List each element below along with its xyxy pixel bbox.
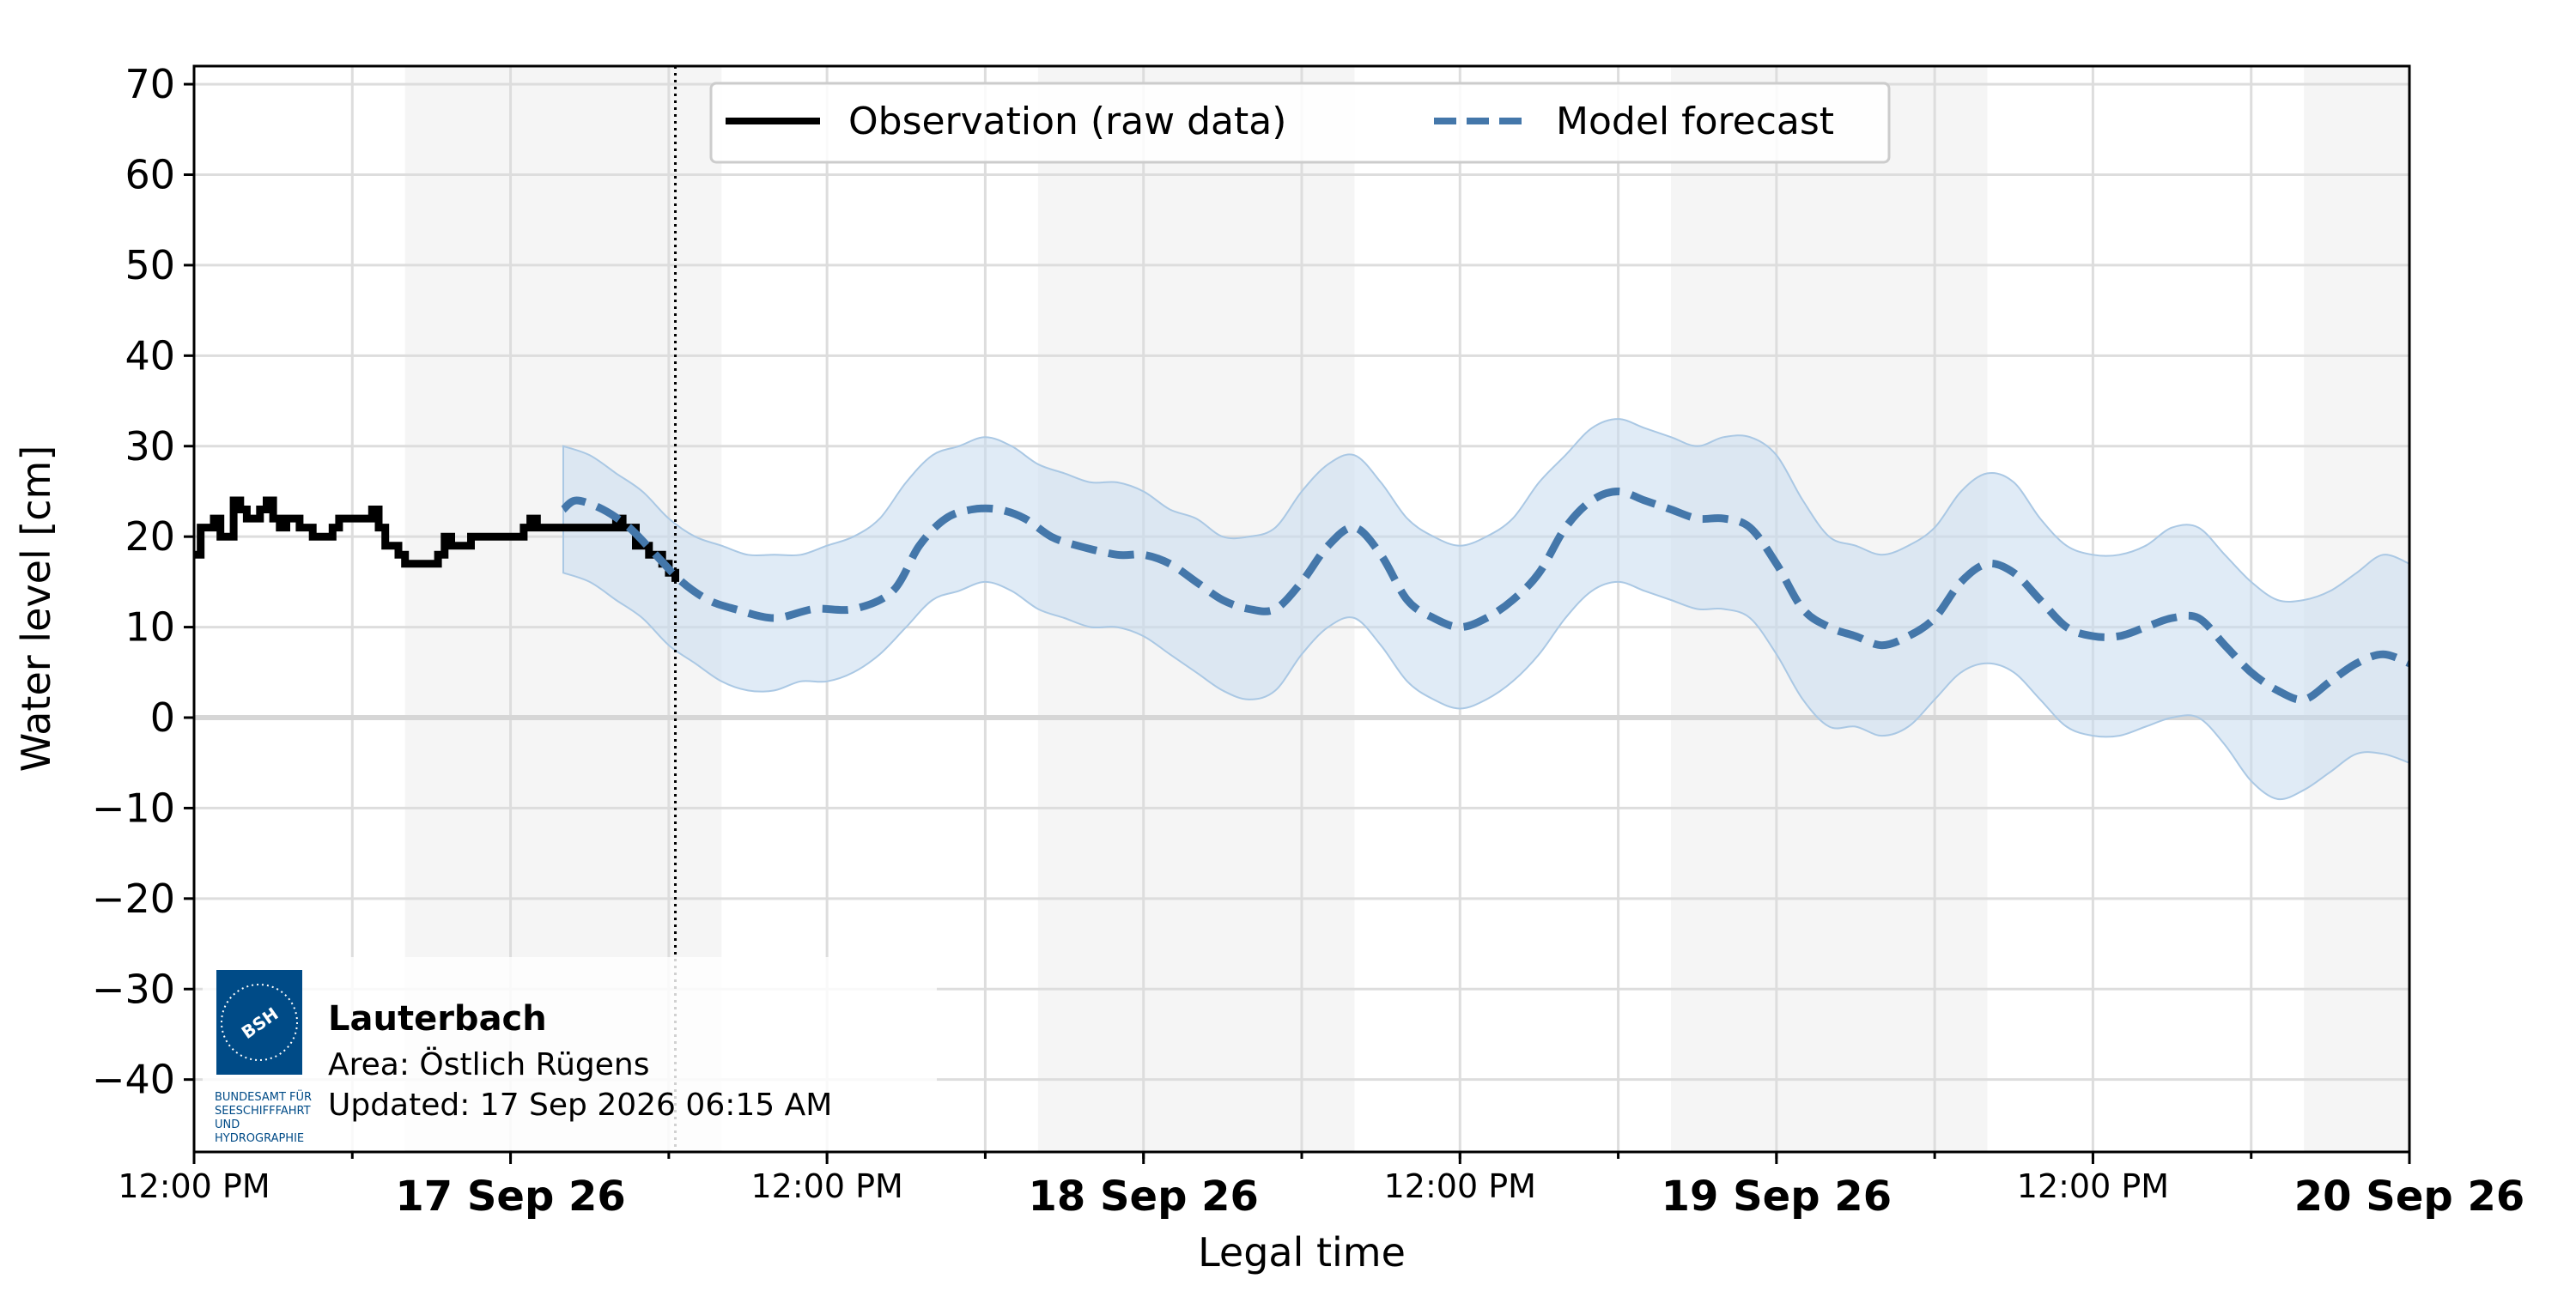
y-tick-label: 10 — [125, 604, 175, 651]
bsh-logo-badge — [216, 970, 302, 1075]
x-tick-label: 12:00 PM — [1384, 1167, 1536, 1205]
station-name: Lauterbach — [328, 999, 547, 1039]
bsh-logo-caption-4: HYDROGRAPHIE — [215, 1132, 304, 1145]
y-tick-label: −10 — [92, 785, 175, 831]
x-tick-label: 20 Sep 26 — [2294, 1173, 2525, 1221]
forecast-uncertainty-band — [562, 418, 2409, 801]
x-tick-label: 19 Sep 26 — [1662, 1173, 1893, 1221]
x-tick-label: 12:00 PM — [2017, 1167, 2169, 1205]
y-axis-label: Water level [cm] — [13, 445, 59, 773]
y-tick-label: 50 — [125, 242, 175, 288]
updated-timestamp: Updated: 17 Sep 2026 06:15 AM — [328, 1088, 832, 1123]
station-area: Area: Östlich Rügens — [328, 1046, 649, 1082]
y-tick-label: −30 — [92, 966, 175, 1012]
bsh-logo-caption-1: BUNDESAMT FÜR — [215, 1089, 312, 1104]
uncertainty-band-layer — [562, 418, 2409, 801]
legend-observation-label: Observation (raw data) — [848, 100, 1286, 143]
info-box-background — [203, 957, 937, 1150]
forecast-layer — [561, 487, 2409, 704]
y-axis-ticks: 70 60 50 40 30 20 10 0 −10 −20 −30 −40 — [92, 61, 194, 1103]
bsh-logo-ring-icon — [221, 984, 298, 1061]
observation-line — [194, 496, 679, 582]
y-tick-label: 20 — [125, 513, 175, 560]
y-tick-label: 30 — [125, 423, 175, 470]
info-box: BSH BUNDESAMT FÜR SEESCHIFFFAHRT UND HYD… — [203, 957, 937, 1150]
x-axis-ticks: 12:00 PM 17 Sep 26 12:00 PM 18 Sep 26 12:00 … — [118, 1152, 2524, 1221]
x-tick-label: 12:00 PM — [118, 1167, 270, 1205]
observation-layer — [194, 496, 679, 582]
legend-box — [709, 82, 1891, 164]
legend: Observation (raw data) Model forecast — [709, 82, 1891, 164]
y-tick-label: 0 — [150, 694, 175, 741]
x-tick-label: 17 Sep 26 — [395, 1173, 626, 1221]
legend-forecast-label: Model forecast — [1556, 100, 1834, 143]
y-tick-label: 70 — [125, 61, 175, 107]
forecast-line — [561, 487, 2409, 704]
bsh-logo-caption-2: SEESCHIFFFAHRT — [215, 1105, 311, 1118]
y-tick-label: −20 — [92, 876, 175, 922]
y-tick-label: −40 — [92, 1057, 175, 1103]
y-tick-label: 60 — [125, 152, 175, 198]
bsh-logo-caption-3: UND — [215, 1118, 240, 1131]
x-tick-label: 12:00 PM — [750, 1167, 902, 1205]
bsh-logo: BSH BUNDESAMT FÜR SEESCHIFFFAHRT UND HYD… — [215, 970, 312, 1145]
y-tick-label: 40 — [125, 332, 175, 379]
x-tick-label: 18 Sep 26 — [1028, 1173, 1259, 1221]
x-axis-label: Legal time — [1198, 1229, 1406, 1276]
